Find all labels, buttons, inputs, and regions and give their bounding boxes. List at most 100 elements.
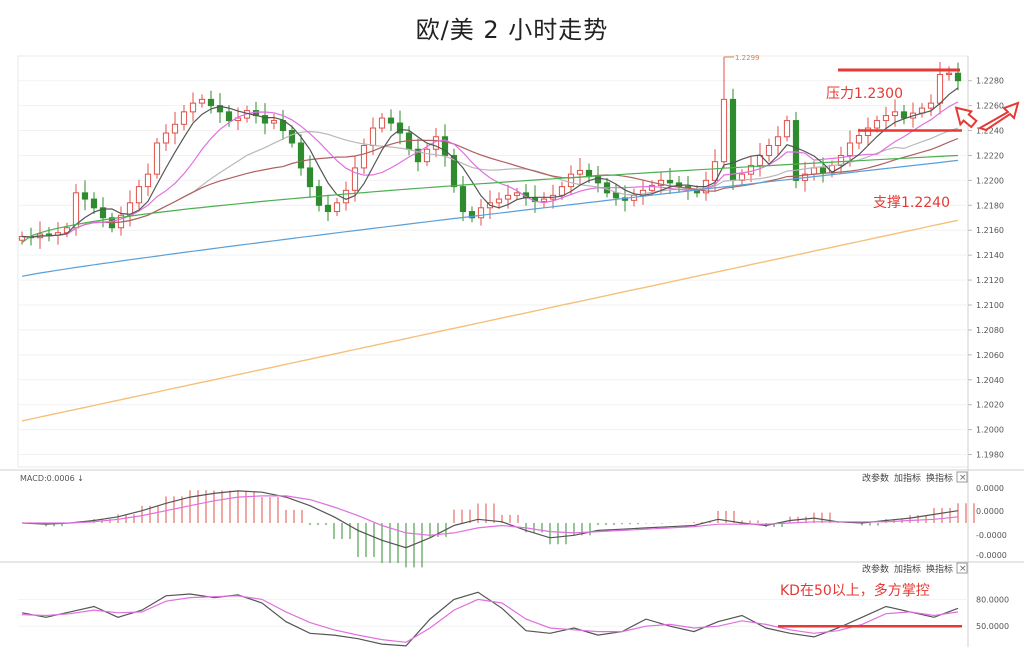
candle-body (774, 136, 782, 146)
moving-averages (21, 87, 959, 422)
candle-body (837, 154, 845, 166)
candle (216, 93, 224, 124)
macd-button-3[interactable]: 换指标 (926, 472, 953, 484)
macd-label: MACD:0.0006 ↓ (20, 474, 84, 483)
candle-body (846, 142, 854, 156)
peak-label: 1.2299 (735, 54, 760, 62)
candle (477, 199, 485, 226)
candle (270, 113, 278, 130)
candle-body (351, 167, 359, 191)
candle-body (576, 169, 584, 175)
candle (18, 231, 26, 245)
candle-body (792, 120, 800, 181)
candle (855, 128, 863, 150)
candle-body (297, 142, 305, 169)
candle-body (153, 142, 161, 175)
kd-tick-label: 50.0000 (976, 622, 1009, 631)
candle (342, 181, 350, 211)
candle-body (900, 111, 908, 119)
candle (738, 169, 746, 185)
macd-tick-label: 0.0000 (976, 484, 1004, 493)
candle-body (891, 111, 899, 117)
candle (36, 221, 44, 249)
price-tick-label: 1.2060 (976, 351, 1004, 360)
up-arrow-icon (977, 101, 1020, 132)
candle (540, 192, 548, 208)
candle-body (450, 154, 458, 188)
candle (927, 94, 935, 116)
candle-body (747, 164, 755, 175)
candle-body (648, 184, 656, 191)
candle-body (873, 120, 881, 129)
candle (54, 222, 62, 245)
candle (459, 176, 467, 222)
ma5-line (21, 87, 959, 238)
price-tick-label: 1.2120 (976, 276, 1004, 285)
candle-body (954, 72, 962, 82)
candle (261, 103, 269, 135)
candle (198, 94, 206, 108)
candle-body (720, 98, 728, 163)
candle-body (342, 189, 350, 204)
macd-close-icon[interactable]: × (959, 473, 967, 483)
candle-body (558, 186, 566, 196)
candle-body (324, 204, 332, 213)
candle (180, 104, 188, 131)
candle-body (711, 161, 719, 181)
candle (369, 117, 377, 156)
candle (900, 104, 908, 125)
candle-body (360, 144, 368, 169)
kd-button-3[interactable]: 换指标 (926, 563, 953, 575)
macd-button-2[interactable]: 加指标 (894, 472, 921, 484)
candle-body (477, 207, 485, 219)
candle-body (45, 233, 53, 236)
candle (63, 222, 71, 238)
candle-body (666, 179, 674, 184)
kd-button-1[interactable]: 改参数 (862, 563, 889, 575)
candle (495, 192, 503, 209)
kd-close-button[interactable] (956, 562, 968, 574)
candle (513, 187, 521, 200)
candle (117, 206, 125, 236)
candle-body (567, 173, 575, 188)
candle-body (162, 132, 170, 144)
candle (657, 171, 665, 194)
candle-body (216, 105, 224, 113)
kd-close-icon[interactable]: × (959, 564, 967, 574)
candle-body (513, 192, 521, 196)
candle (171, 111, 179, 145)
ma240-line (21, 219, 959, 422)
price-tick-label: 1.2100 (976, 301, 1004, 310)
price-tick-label: 1.2260 (976, 102, 1004, 111)
candle (81, 180, 89, 211)
candle-body (783, 120, 791, 138)
candle-body (387, 117, 395, 124)
resistance-label: 压力1.2300 (826, 86, 903, 102)
candle (675, 176, 683, 193)
candle (45, 227, 53, 242)
candle (162, 124, 170, 151)
price-tick-label: 1.2240 (976, 127, 1004, 136)
candle-body (99, 207, 107, 219)
kd-button-2[interactable]: 加指标 (894, 563, 921, 575)
candle-body (18, 235, 26, 241)
candle-body (423, 148, 431, 163)
candle-body (819, 167, 827, 174)
kd-note: KD在50以上，多方掌控 (780, 582, 930, 599)
candle (378, 113, 386, 133)
candle (720, 57, 728, 168)
candle-body (468, 211, 476, 219)
macd-close-button[interactable] (956, 471, 968, 483)
candle-body (225, 111, 233, 122)
candle (954, 62, 962, 91)
price-tick-label: 1.2200 (976, 176, 1004, 185)
candle (765, 138, 773, 162)
support-label: 支撑1.2240 (873, 195, 950, 211)
candle-body (945, 72, 953, 75)
price-tick-label: 1.2000 (976, 426, 1004, 435)
candle-body (504, 194, 512, 200)
candle (396, 110, 404, 145)
macd-button-1[interactable]: 改参数 (862, 472, 889, 484)
